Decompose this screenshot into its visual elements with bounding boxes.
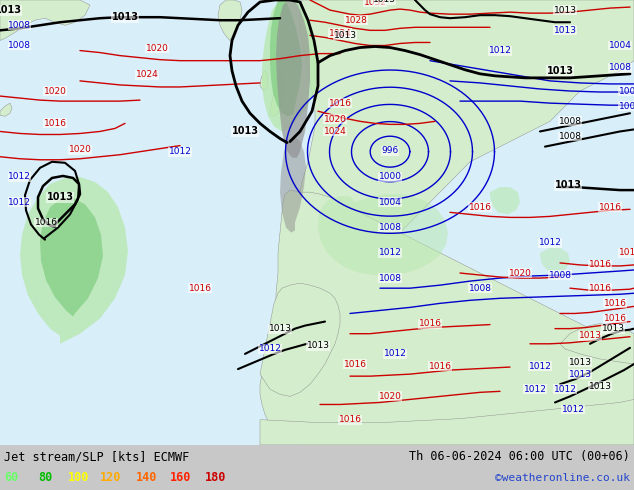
Text: 1004: 1004	[609, 41, 631, 50]
Text: 1013: 1013	[306, 342, 330, 350]
Text: 1008: 1008	[619, 101, 634, 111]
Text: 1016: 1016	[328, 98, 351, 108]
Text: 1013: 1013	[0, 5, 22, 15]
Text: 1008: 1008	[559, 132, 581, 141]
Text: 1012: 1012	[524, 385, 547, 394]
Polygon shape	[280, 137, 306, 233]
Text: 1013: 1013	[553, 26, 576, 35]
Text: 140: 140	[136, 471, 157, 485]
Text: 1012: 1012	[562, 405, 585, 414]
Text: 180: 180	[205, 471, 226, 485]
Text: 1004: 1004	[378, 198, 401, 207]
Text: 1016: 1016	[188, 284, 212, 293]
Text: 1008: 1008	[8, 21, 31, 30]
Polygon shape	[270, 0, 302, 116]
Text: Jet stream/SLP [kts] ECMWF: Jet stream/SLP [kts] ECMWF	[4, 450, 190, 464]
Text: ©weatheronline.co.uk: ©weatheronline.co.uk	[495, 473, 630, 483]
Text: 1016: 1016	[418, 319, 441, 328]
Polygon shape	[318, 194, 448, 275]
Text: 1024: 1024	[328, 29, 351, 38]
Text: 1016: 1016	[619, 248, 634, 257]
Polygon shape	[0, 0, 90, 41]
Text: 1013: 1013	[602, 324, 624, 333]
Text: 1020: 1020	[146, 44, 169, 53]
Text: 1012: 1012	[538, 238, 562, 247]
Text: 1012: 1012	[553, 385, 576, 394]
Text: 1013: 1013	[112, 12, 138, 22]
Polygon shape	[276, 0, 310, 158]
Text: 1013: 1013	[555, 180, 581, 190]
Text: 1020: 1020	[44, 87, 67, 96]
Text: 1013: 1013	[333, 31, 356, 40]
Polygon shape	[262, 0, 318, 131]
Text: 1012: 1012	[529, 362, 552, 370]
Text: 1020: 1020	[378, 392, 401, 401]
Text: 60: 60	[4, 471, 18, 485]
Polygon shape	[490, 187, 520, 214]
Text: 1012: 1012	[378, 248, 401, 257]
Text: 1013: 1013	[569, 369, 592, 379]
Text: 1008: 1008	[378, 273, 401, 283]
Text: 1013: 1013	[46, 192, 74, 202]
Text: 1013: 1013	[578, 331, 602, 340]
Text: 1013: 1013	[547, 66, 574, 76]
Polygon shape	[270, 71, 284, 116]
Polygon shape	[297, 0, 634, 265]
Text: 1016: 1016	[604, 314, 626, 323]
Text: 160: 160	[170, 471, 191, 485]
Polygon shape	[540, 248, 570, 273]
Text: 1020: 1020	[68, 145, 91, 154]
Text: 1013: 1013	[373, 0, 396, 4]
Text: 1024: 1024	[323, 127, 346, 136]
Text: 1013: 1013	[553, 5, 576, 15]
Text: 1016: 1016	[429, 362, 451, 370]
Text: 1012: 1012	[489, 46, 512, 55]
Polygon shape	[218, 0, 242, 41]
Text: 1016: 1016	[34, 218, 58, 227]
Text: 1012: 1012	[8, 198, 31, 207]
Text: 1016: 1016	[588, 284, 612, 293]
Text: 1012: 1012	[259, 344, 281, 353]
Text: 1016: 1016	[339, 415, 361, 424]
Text: 1012: 1012	[8, 172, 31, 181]
Text: 1016: 1016	[588, 260, 612, 270]
Polygon shape	[260, 190, 634, 445]
Text: 100: 100	[68, 471, 89, 485]
Text: 1013: 1013	[588, 382, 612, 391]
Polygon shape	[560, 323, 634, 364]
Text: 120: 120	[100, 471, 121, 485]
Text: 1008: 1008	[609, 63, 631, 72]
Text: 1016: 1016	[44, 119, 67, 128]
Text: 1020: 1020	[508, 269, 531, 277]
Text: 1008: 1008	[548, 270, 571, 279]
Text: 1000: 1000	[378, 172, 401, 181]
Text: 1012: 1012	[169, 147, 191, 156]
Text: 1016: 1016	[344, 360, 366, 368]
Text: 1008: 1008	[378, 223, 401, 232]
Text: 1013: 1013	[569, 358, 592, 367]
Text: 1020: 1020	[323, 115, 346, 124]
Polygon shape	[0, 103, 12, 116]
Text: 1008: 1008	[469, 284, 491, 293]
Text: 1028: 1028	[344, 16, 368, 24]
Polygon shape	[260, 399, 634, 445]
Polygon shape	[20, 177, 128, 344]
Text: 1013: 1013	[269, 324, 292, 333]
Text: 1016: 1016	[469, 203, 491, 212]
Text: 1013: 1013	[231, 126, 259, 136]
Text: 996: 996	[382, 146, 399, 155]
Text: 80: 80	[38, 471, 52, 485]
Text: Th 06-06-2024 06:00 UTC (00+06): Th 06-06-2024 06:00 UTC (00+06)	[409, 450, 630, 464]
Polygon shape	[260, 71, 268, 91]
Text: 1012: 1012	[384, 349, 406, 358]
Polygon shape	[40, 198, 103, 317]
Text: 1008: 1008	[559, 117, 581, 126]
Text: 1008: 1008	[8, 41, 31, 50]
Text: 1032: 1032	[363, 0, 387, 6]
Text: 1016: 1016	[604, 299, 626, 308]
Text: 1016: 1016	[598, 203, 621, 212]
Polygon shape	[260, 283, 340, 396]
Text: 1008: 1008	[619, 87, 634, 96]
Text: 1024: 1024	[136, 71, 158, 79]
